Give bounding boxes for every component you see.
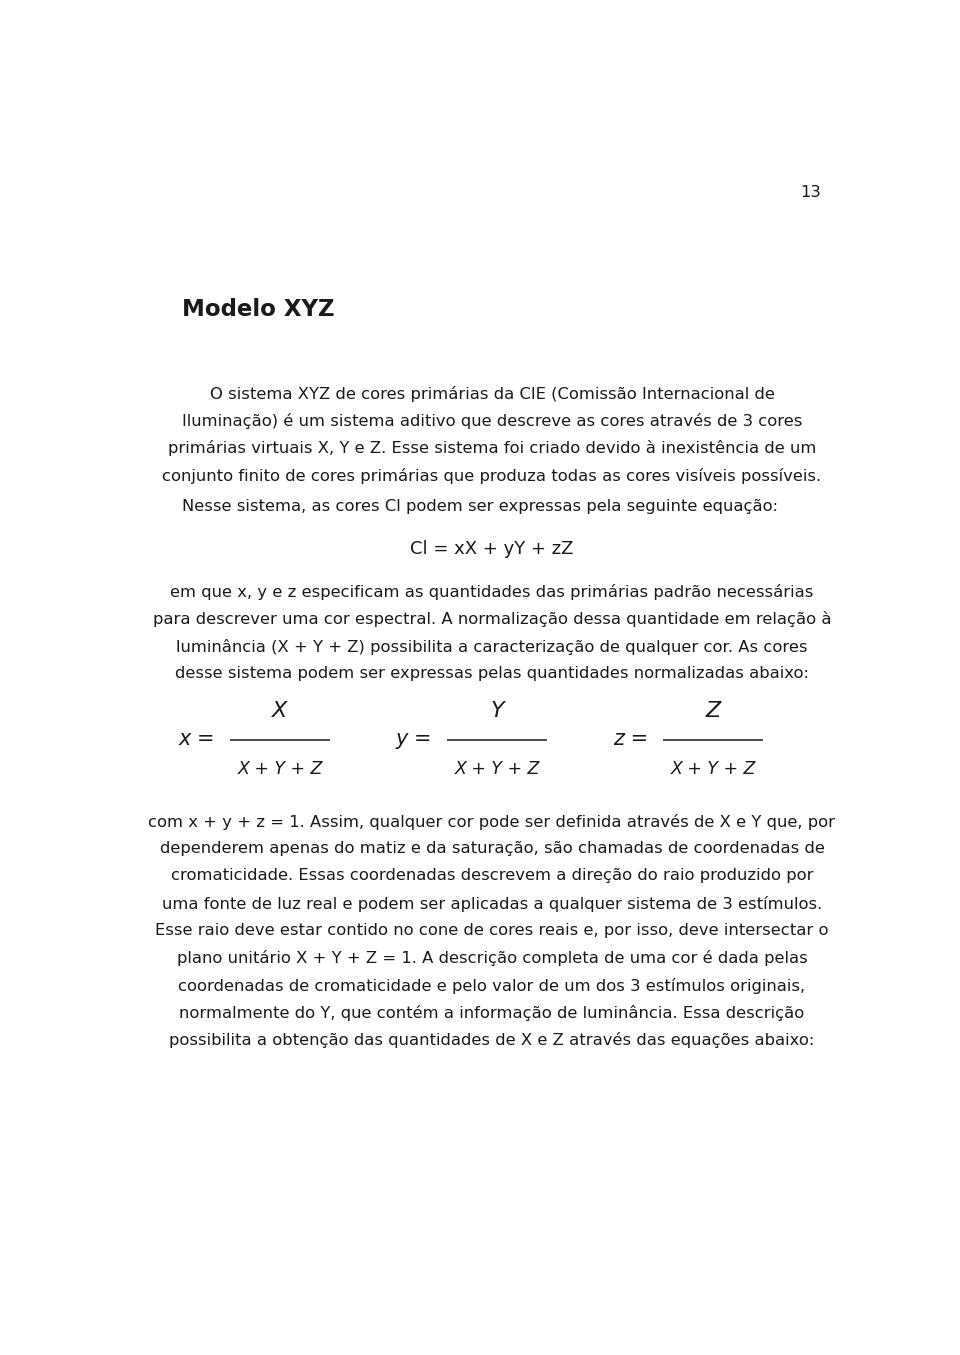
Text: desse sistema podem ser expressas pelas quantidades normalizadas abaixo:: desse sistema podem ser expressas pelas … [175, 665, 809, 682]
Text: X + Y + Z: X + Y + Z [237, 760, 323, 778]
Text: Esse raio deve estar contido no cone de cores reais e, por isso, deve intersecta: Esse raio deve estar contido no cone de … [156, 923, 828, 938]
Text: X + Y + Z: X + Y + Z [454, 760, 540, 778]
Text: luminância (X + Y + Z) possibilita a caracterização de qualquer cor. As cores: luminância (X + Y + Z) possibilita a car… [177, 638, 807, 654]
Text: cromaticidade. Essas coordenadas descrevem a direção do raio produzido por: cromaticidade. Essas coordenadas descrev… [171, 869, 813, 883]
Text: coordenadas de cromaticidade e pelo valor de um dos 3 estímulos originais,: coordenadas de cromaticidade e pelo valo… [179, 977, 805, 993]
Text: Iluminação) é um sistema aditivo que descreve as cores através de 3 cores: Iluminação) é um sistema aditivo que des… [181, 413, 803, 430]
Text: possibilita a obtenção das quantidades de X e Z através das equações abaixo:: possibilita a obtenção das quantidades d… [169, 1033, 815, 1049]
Text: z =: z = [613, 729, 648, 749]
Text: Y: Y [491, 701, 504, 721]
Text: dependerem apenas do matiz e da saturação, são chamadas de coordenadas de: dependerem apenas do matiz e da saturaçã… [159, 841, 825, 856]
Text: com x + y + z = 1. Assim, qualquer cor pode ser definida através de X e Y que, p: com x + y + z = 1. Assim, qualquer cor p… [149, 813, 835, 829]
Text: Z: Z [706, 701, 721, 721]
Text: primárias virtuais X, Y e Z. Esse sistema foi criado devido à inexistência de um: primárias virtuais X, Y e Z. Esse sistem… [168, 440, 816, 457]
Text: Cl = xX + yY + zZ: Cl = xX + yY + zZ [410, 541, 574, 558]
Text: normalmente do Y, que contém a informação de luminância. Essa descrição: normalmente do Y, que contém a informaçã… [180, 1005, 804, 1020]
Text: X + Y + Z: X + Y + Z [670, 760, 756, 778]
Text: X: X [273, 701, 288, 721]
Text: O sistema XYZ de cores primárias da CIE (Comissão Internacional de: O sistema XYZ de cores primárias da CIE … [209, 386, 775, 401]
Text: 13: 13 [800, 184, 821, 199]
Text: Modelo XYZ: Modelo XYZ [181, 298, 334, 321]
Text: plano unitário X + Y + Z = 1. A descrição completa de uma cor é dada pelas: plano unitário X + Y + Z = 1. A descriçã… [177, 950, 807, 966]
Text: y =: y = [396, 729, 432, 749]
Text: em que x, y e z especificam as quantidades das primárias padrão necessárias: em que x, y e z especificam as quantidad… [170, 584, 814, 600]
Text: conjunto finito de cores primárias que produza todas as cores visíveis possíveis: conjunto finito de cores primárias que p… [162, 467, 822, 484]
Text: para descrever uma cor espectral. A normalização dessa quantidade em relação à: para descrever uma cor espectral. A norm… [153, 611, 831, 627]
Text: x =: x = [179, 729, 215, 749]
Text: uma fonte de luz real e podem ser aplicadas a qualquer sistema de 3 estímulos.: uma fonte de luz real e podem ser aplica… [162, 896, 822, 912]
Text: Nesse sistema, as cores Cl podem ser expressas pela seguinte equação:: Nesse sistema, as cores Cl podem ser exp… [181, 499, 778, 514]
